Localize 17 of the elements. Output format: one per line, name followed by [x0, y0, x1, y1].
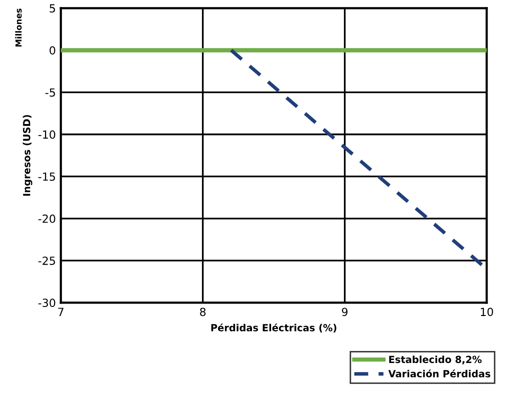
legend-label: Variación Pérdidas: [388, 369, 490, 378]
y-tick-label: -10: [38, 130, 56, 139]
x-tick-label: 8: [200, 308, 206, 316]
y-tick-label: -5: [45, 88, 56, 97]
x-tick-label: 10: [480, 308, 494, 316]
y-tick-label: -20: [38, 214, 56, 223]
y-tick-label: 0: [50, 46, 56, 55]
y-tick-label: -25: [38, 256, 56, 265]
y-tick-label: 5: [50, 4, 56, 13]
legend-label: Establecido 8,2%: [389, 356, 482, 364]
y-tick-label: -30: [38, 298, 56, 308]
x-axis-title: Pérdidas Eléctricas (%): [211, 323, 336, 332]
y-axis-title: Ingresos (USD): [22, 115, 32, 196]
y-tick-label: -15: [38, 172, 56, 181]
x-tick-label: 7: [58, 308, 64, 316]
text: Millones: [15, 8, 22, 47]
x-tick-label: 9: [342, 308, 348, 316]
